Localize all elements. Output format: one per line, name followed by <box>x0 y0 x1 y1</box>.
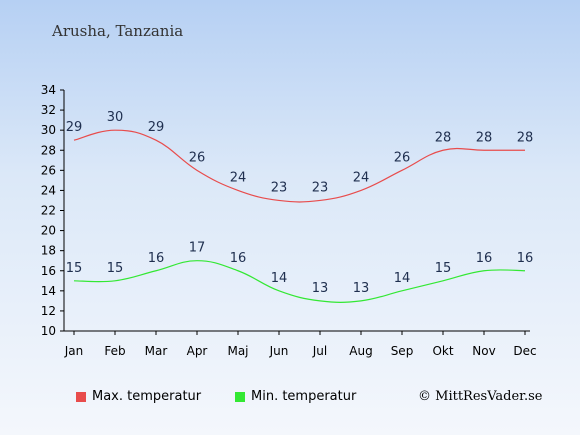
min-value-label: 16 <box>148 251 165 266</box>
y-tick-label: 24 <box>41 183 56 197</box>
x-tick-label: Aug <box>349 344 372 358</box>
x-tick-label: Nov <box>472 344 495 358</box>
y-tick-label: 26 <box>41 163 56 177</box>
chart-title: Arusha, Tanzania <box>52 22 184 40</box>
min-value-label: 14 <box>394 271 411 286</box>
min-temperature-line <box>73 260 526 303</box>
legend-max-label: Max. temperatur <box>92 389 202 404</box>
min-value-label: 15 <box>107 261 124 276</box>
x-tick-label: Mar <box>145 344 168 358</box>
y-tick-label: 20 <box>41 224 56 238</box>
x-tick-label: Sep <box>391 344 414 358</box>
max-value-label: 26 <box>189 150 206 165</box>
x-tick-label: Jan <box>64 344 84 358</box>
min-value-label: 14 <box>271 271 288 286</box>
legend-max-swatch <box>76 391 86 402</box>
x-tick-label: Dec <box>513 344 536 358</box>
y-tick-label: 22 <box>41 204 56 218</box>
x-tick-label: Jul <box>312 344 327 358</box>
max-value-label: 24 <box>230 170 247 185</box>
y-tick-label: 14 <box>41 284 56 298</box>
legend-max: Max. temperatur <box>76 389 201 404</box>
y-tick-label: 32 <box>41 103 56 117</box>
y-tick-label: 30 <box>41 123 56 137</box>
y-tick-label: 18 <box>41 244 56 258</box>
max-value-label: 28 <box>476 130 493 145</box>
legend-min-label: Min. temperatur <box>251 389 357 404</box>
min-value-label: 15 <box>435 261 452 276</box>
y-tick-label: 28 <box>41 143 56 157</box>
max-value-label: 26 <box>394 150 411 165</box>
min-value-label: 17 <box>189 241 206 256</box>
legend-min-swatch <box>235 391 245 402</box>
max-value-label: 23 <box>271 180 288 195</box>
y-tick-label: 34 <box>41 83 56 97</box>
x-tick-label: Jun <box>269 344 289 358</box>
min-value-label: 16 <box>230 251 247 266</box>
max-value-label: 30 <box>107 110 124 125</box>
min-value-label: 16 <box>476 251 493 266</box>
legend-min: Min. temperatur <box>235 389 356 404</box>
min-value-label: 16 <box>517 251 534 266</box>
max-value-label: 29 <box>148 120 165 135</box>
max-value-label: 29 <box>66 120 83 135</box>
x-tick-label: Maj <box>227 344 248 358</box>
min-value-label: 15 <box>66 261 83 276</box>
x-tick-label: Feb <box>104 344 125 358</box>
max-value-label: 24 <box>353 170 370 185</box>
x-tick-label: Okt <box>432 344 453 358</box>
min-value-label: 13 <box>312 281 329 296</box>
y-tick-label: 16 <box>41 264 56 278</box>
max-temperature-line <box>73 129 525 203</box>
max-value-label: 23 <box>312 180 329 195</box>
y-tick-label: 10 <box>41 324 56 338</box>
y-tick-label: 12 <box>41 304 56 318</box>
max-value-label: 28 <box>517 130 534 145</box>
min-value-label: 13 <box>353 281 370 296</box>
x-tick-label: Apr <box>187 344 208 358</box>
max-value-label: 28 <box>435 130 452 145</box>
copyright-text: © MittResVader.se <box>418 389 543 404</box>
